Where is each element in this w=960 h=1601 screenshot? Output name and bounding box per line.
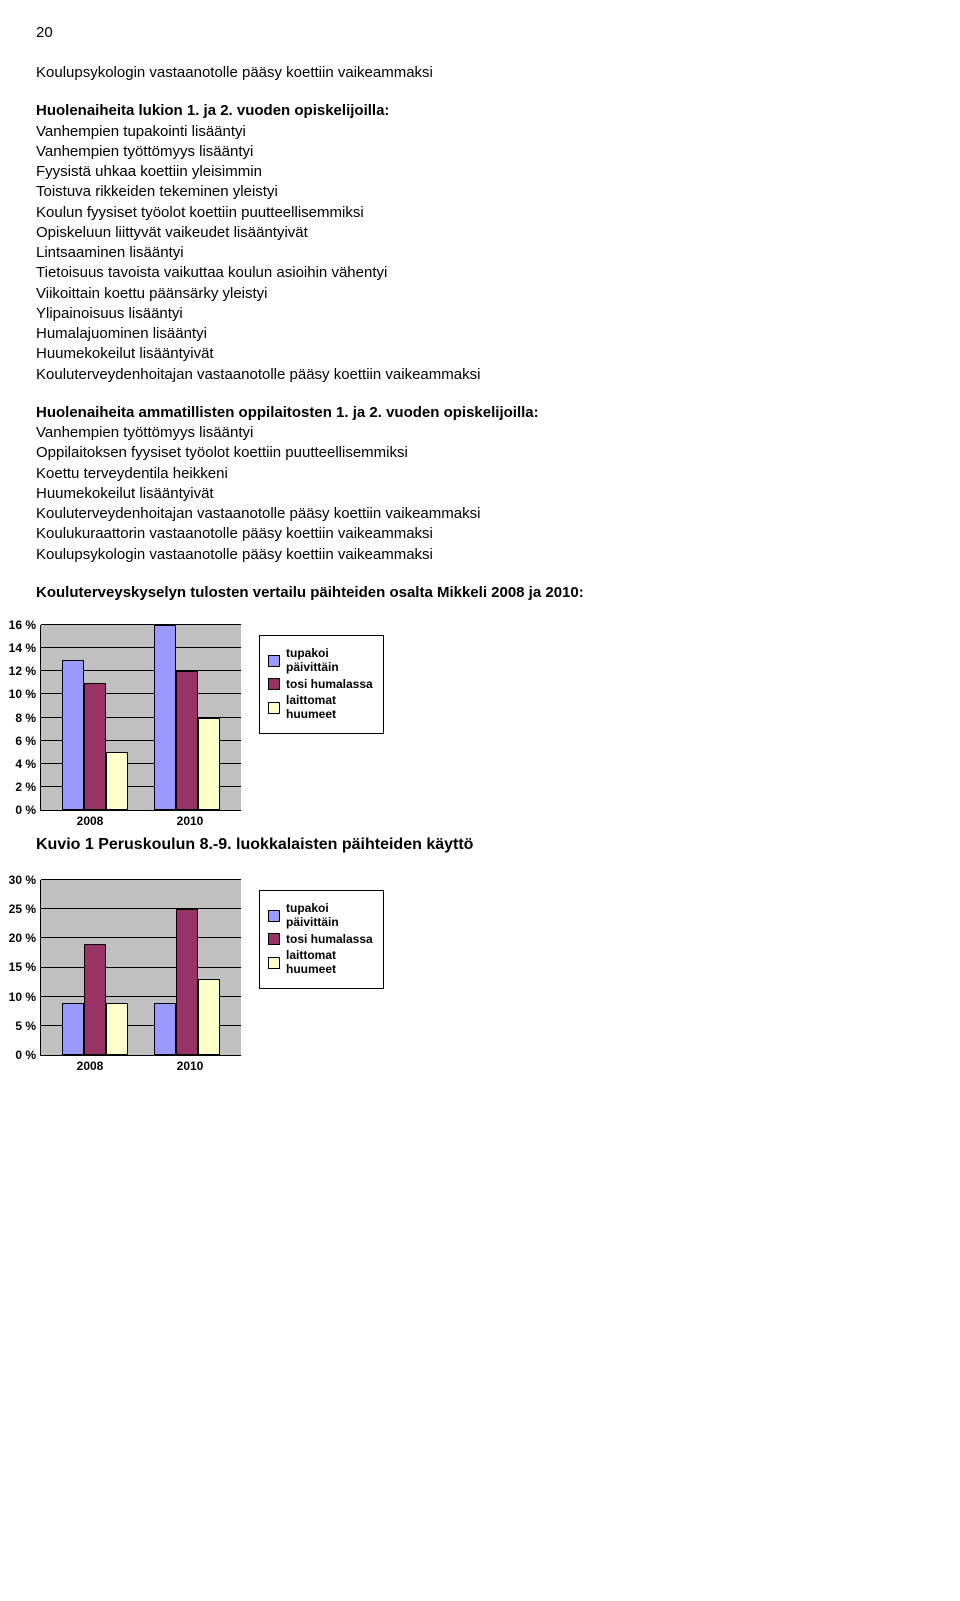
bar — [154, 625, 176, 810]
bar — [84, 944, 106, 1055]
legend-swatch — [268, 933, 280, 945]
x-tick-label: 2010 — [177, 814, 204, 828]
page-number: 20 — [36, 24, 924, 41]
block-ammatillinen: Huolenaiheita ammatillisten oppilaitoste… — [36, 403, 924, 565]
list-line: Toistuva rikkeiden tekeminen yleistyi — [36, 182, 924, 202]
survey-heading: Kouluterveyskyselyn tulosten vertailu pä… — [36, 583, 924, 603]
list-line: Humalajuominen lisääntyi — [36, 324, 924, 344]
bar — [62, 660, 84, 810]
chart-1: 16 %14 %12 %10 %8 %6 %4 %2 %0 %20082010t… — [36, 625, 924, 854]
list-line: Viikoittain koettu päänsärky yleistyi — [36, 284, 924, 304]
block-lukio-lines: Vanhempien tupakointi lisääntyiVanhempie… — [36, 122, 924, 385]
legend-item: tupakoipäivittäin — [268, 647, 373, 675]
legend-label: laittomathuumeet — [286, 949, 336, 977]
legend-swatch — [268, 957, 280, 969]
list-line: Vanhempien työttömyys lisääntyi — [36, 142, 924, 162]
legend-label: tupakoipäivittäin — [286, 647, 339, 675]
list-line: Fyysistä uhkaa koettiin yleisimmin — [36, 162, 924, 182]
chart-2: 30 %25 %20 %15 %10 %5 %0 %20082010tupako… — [36, 880, 924, 1073]
bar — [176, 671, 198, 810]
legend: tupakoipäivittäin tosi humalassa laittomat… — [259, 890, 384, 989]
block-ammatillinen-heading: Huolenaiheita ammatillisten oppilaitoste… — [36, 404, 539, 421]
list-line: Huumekokeilut lisääntyivät — [36, 344, 924, 364]
plot-area — [40, 880, 241, 1056]
list-line: Vanhempien työttömyys lisääntyi — [36, 423, 924, 443]
list-line: Oppilaitoksen fyysiset työolot koettiin … — [36, 443, 924, 463]
bar-group — [62, 944, 128, 1055]
legend-label: tupakoipäivittäin — [286, 902, 339, 930]
bar — [154, 1003, 176, 1056]
legend-item: laittomathuumeet — [268, 694, 373, 722]
block-ammatillinen-lines: Vanhempien työttömyys lisääntyiOppilaito… — [36, 423, 924, 565]
x-tick-label: 2008 — [77, 1059, 104, 1073]
list-line: Vanhempien tupakointi lisääntyi — [36, 122, 924, 142]
bar — [62, 1003, 84, 1056]
list-line: Koulun fyysiset työolot koettiin puuttee… — [36, 203, 924, 223]
legend-item: tosi humalassa — [268, 933, 373, 947]
list-line: Koulukuraattorin vastaanotolle pääsy koe… — [36, 524, 924, 544]
legend-label: tosi humalassa — [286, 933, 373, 947]
list-line: Koettu terveydentila heikkeni — [36, 464, 924, 484]
list-line: Koulupsykologin vastaanotolle pääsy koet… — [36, 545, 924, 565]
bar — [176, 909, 198, 1055]
chart-1-caption: Kuvio 1 Peruskoulun 8.-9. luokkalaisten … — [36, 836, 924, 854]
bar-group — [154, 625, 220, 810]
bar — [84, 683, 106, 810]
list-line: Kouluterveydenhoitajan vastaanotolle pää… — [36, 504, 924, 524]
legend-item: tupakoipäivittäin — [268, 902, 373, 930]
list-line: Kouluterveydenhoitajan vastaanotolle pää… — [36, 365, 924, 385]
block-lukio-heading: Huolenaiheita lukion 1. ja 2. vuoden opi… — [36, 102, 389, 119]
list-line: Tietoisuus tavoista vaikuttaa koulun asi… — [36, 263, 924, 283]
list-line: Opiskeluun liittyvät vaikeudet lisääntyi… — [36, 223, 924, 243]
legend-swatch — [268, 655, 280, 667]
list-line: Huumekokeilut lisääntyivät — [36, 484, 924, 504]
plot-area — [40, 625, 241, 811]
intro-line: Koulupsykologin vastaanotolle pääsy koet… — [36, 63, 924, 83]
bar-group — [62, 660, 128, 810]
legend-item: tosi humalassa — [268, 678, 373, 692]
block-lukio: Huolenaiheita lukion 1. ja 2. vuoden opi… — [36, 101, 924, 385]
bar — [106, 752, 128, 810]
list-line: Lintsaaminen lisääntyi — [36, 243, 924, 263]
bar-group — [154, 909, 220, 1055]
bar — [198, 718, 220, 811]
legend-swatch — [268, 910, 280, 922]
x-tick-label: 2008 — [77, 814, 104, 828]
legend-label: laittomathuumeet — [286, 694, 336, 722]
legend-label: tosi humalassa — [286, 678, 373, 692]
legend-item: laittomathuumeet — [268, 949, 373, 977]
bar — [106, 1003, 128, 1056]
bar — [198, 979, 220, 1055]
legend: tupakoipäivittäin tosi humalassa laittomat… — [259, 635, 384, 734]
list-line: Ylipainoisuus lisääntyi — [36, 304, 924, 324]
legend-swatch — [268, 702, 280, 714]
x-tick-label: 2010 — [177, 1059, 204, 1073]
legend-swatch — [268, 678, 280, 690]
